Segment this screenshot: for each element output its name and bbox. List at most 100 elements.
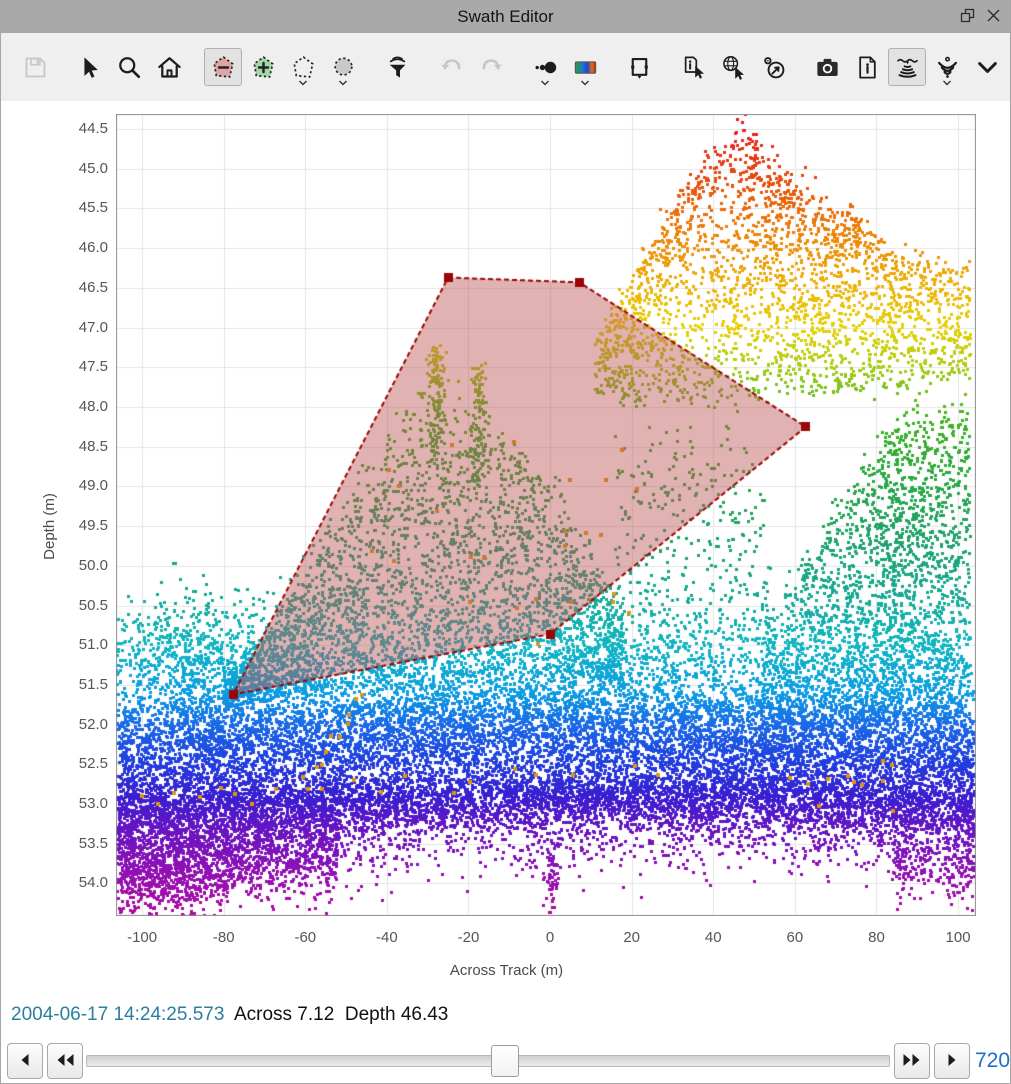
x-axis-title: Across Track (m) [449,962,564,979]
reject-polygon-button[interactable] [204,48,242,86]
toolbar-group [847,48,1007,86]
swath-single-icon [894,54,921,81]
locate-icon [760,54,787,81]
select-tool-button[interactable] [70,48,108,86]
y-tick-label: 54.0 [78,874,108,892]
query-tool-button[interactable] [674,48,712,86]
toolbar-group [377,48,417,86]
step-back-button[interactable] [7,1043,43,1079]
fast-back-icon [54,1052,76,1071]
x-tick-label: -100 [127,929,158,946]
info-cursor-icon [680,54,707,81]
window-title: Swath Editor [457,7,554,26]
y-tick-label: 53.5 [78,834,108,852]
close-icon [986,8,1001,26]
status-depth-value: 46.43 [400,1004,449,1025]
toolbar-group [431,48,511,86]
ping-slider-track[interactable] [86,1045,890,1077]
filter-button[interactable] [378,48,416,86]
accept-polygon-button[interactable] [244,48,282,86]
more-tools-button[interactable] [968,48,1006,86]
multi-swath-view-button[interactable] [928,48,966,86]
status-timestamp: 2004-06-17 14:24:25.573 [11,1004,225,1025]
polygon-accept-icon [250,54,277,81]
cursor-icon [76,54,103,81]
undo-icon [438,54,465,81]
fast-forward-icon [901,1052,923,1071]
point-size-icon [532,54,559,81]
y-tick-label: 49.0 [78,477,108,495]
zoom-tool-button[interactable] [110,48,148,86]
single-swath-view-button[interactable] [888,48,926,86]
save-icon [22,54,49,81]
x-tick-label: 0 [545,929,555,946]
float-window-button[interactable] [956,6,978,28]
y-tick-label: 46.5 [78,278,108,296]
y-tick-label: 48.0 [78,398,108,415]
status-bar: 2004-06-17 14:24:25.573 Across 7.12 Dept… [11,1004,448,1026]
filter-icon [384,54,411,81]
snapshot-button[interactable] [808,48,846,86]
redo-icon [478,54,505,81]
chevron-down-icon [974,54,1001,81]
y-tick-label: 53.0 [78,795,108,813]
x-tick-label: -20 [457,929,480,946]
polygon-outline-icon [290,54,317,81]
colormap-icon [572,54,599,81]
y-tick-label: 45.5 [78,199,108,217]
info-panel-button[interactable] [848,48,886,86]
ping-navigation-bar: 720 [1,1041,1010,1083]
circle-select-icon [330,54,357,81]
y-tick-label: 50.5 [78,596,108,614]
bounds-tool-button[interactable] [620,48,658,86]
y-axis-title: Depth (m) [40,493,58,560]
geo-pick-button[interactable] [714,48,752,86]
fast-back-button[interactable] [47,1043,83,1079]
title-bar[interactable]: Swath Editor [1,1,1010,33]
polygon-reject-icon [210,54,237,81]
swath-multi-icon [934,54,961,81]
toolbar-group [203,48,363,86]
toolbar [1,33,1010,101]
step-forward-button[interactable] [934,1043,970,1079]
x-tick-label: -80 [212,929,235,946]
y-tick-label: 52.0 [78,715,108,733]
point-size-button[interactable] [526,48,564,86]
status-across-label: Across [233,1004,293,1025]
x-tick-label: 20 [623,929,641,946]
redo-button[interactable] [472,48,510,86]
y-tick-label: 46.0 [78,239,108,257]
x-tick-label: 60 [786,929,804,946]
step-forward-icon [944,1052,960,1071]
y-tick-label: 48.5 [78,437,108,455]
toolbar-group [619,48,659,86]
dropdown-chevron-icon [943,80,952,86]
dropdown-chevron-icon [299,80,308,86]
fast-forward-button[interactable] [894,1043,930,1079]
home-view-button[interactable] [150,48,188,86]
x-tick-label: 80 [868,929,885,946]
globe-cursor-icon [720,54,747,81]
toolbar-group [673,48,793,86]
toolbar-group [525,48,605,86]
y-tick-label: 50.0 [78,556,108,574]
undo-button[interactable] [432,48,470,86]
save-button[interactable] [16,48,54,86]
y-tick-label: 47.0 [78,318,108,336]
status-across-value: 7.12 [297,1004,335,1025]
circle-select-button[interactable] [324,48,362,86]
dropdown-chevron-icon [541,80,550,86]
toolbar-group [15,48,55,86]
step-back-icon [17,1052,33,1071]
ping-slider-handle[interactable] [491,1045,520,1077]
dropdown-chevron-icon [339,80,348,86]
locate-button[interactable] [754,48,792,86]
swath-scatter-plot[interactable] [116,114,976,916]
colormap-button[interactable] [566,48,604,86]
toolbar-group [69,48,189,86]
polygon-select-button[interactable] [284,48,322,86]
y-tick-label: 49.5 [78,517,108,535]
close-window-button[interactable] [982,6,1004,28]
dropdown-chevron-icon [581,80,590,86]
y-tick-label: 47.5 [78,358,108,376]
